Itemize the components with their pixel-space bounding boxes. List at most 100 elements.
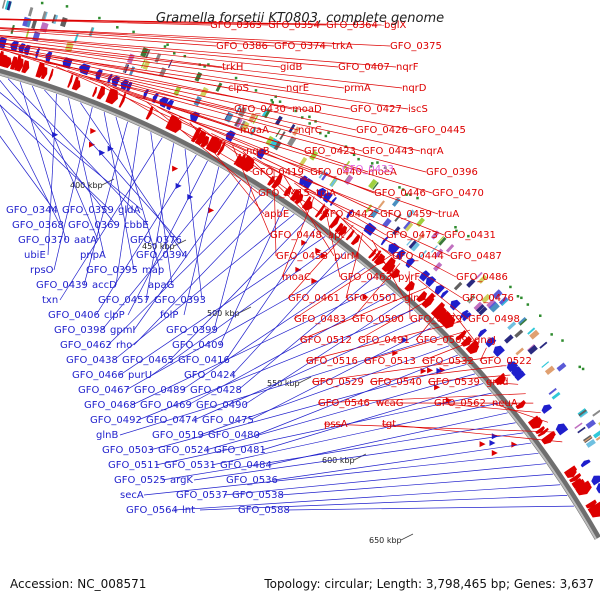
reverse-leader-line [53, 107, 93, 271]
reverse-gene-label: GFO_0393 [154, 295, 206, 306]
forward-gene-arrow [569, 473, 582, 483]
scale-ticks: 400 kbp 450 kbp 500 kbp 550 kbp 600 kbp 650 k… [70, 178, 414, 545]
feature-block [370, 208, 380, 219]
marker-dot [271, 101, 275, 104]
reverse-gene-arrow [380, 236, 389, 246]
marker-dot [116, 26, 119, 29]
forward-gene-label: GFO_0509 [416, 335, 468, 346]
feature-block [527, 344, 538, 355]
reverse-leader-line [115, 126, 140, 286]
feature-block [417, 233, 425, 242]
marker-dot [198, 63, 202, 66]
reverse-gene-label: GFO_0368 [12, 220, 64, 231]
reverse-gene-label: GFO_0536 [226, 475, 278, 486]
forward-leader-line [32, 58, 357, 131]
forward-gene-arrow [527, 415, 540, 426]
reverse-leader-line [211, 402, 500, 466]
feature-block [44, 11, 48, 21]
marker-dot [278, 100, 282, 103]
feature-block [235, 105, 242, 115]
reverse-gene-label: GFO_0474 [146, 415, 198, 426]
inner-feature-arrow [427, 367, 434, 374]
forward-leader-line [415, 304, 445, 341]
forward-gene-label: prmA [344, 83, 371, 94]
reverse-leader-line [47, 94, 57, 256]
reverse-leader-line [80, 102, 185, 256]
forward-gene-label: GFO_0461 [288, 293, 340, 304]
reverse-leader-line [273, 442, 532, 481]
reverse-leader-line [183, 167, 219, 316]
reverse-leader-line [150, 132, 173, 286]
feature-block [394, 213, 402, 222]
forward-leader-line [351, 263, 401, 320]
reverse-leader-line [113, 213, 295, 361]
forward-gene-label: nqrD [402, 83, 427, 94]
forward-leader-line [78, 74, 363, 152]
reverse-gene-label: GFO_0524 [158, 445, 210, 456]
forward-gene-label: GFO_0419 [252, 167, 304, 178]
feature-block [391, 197, 401, 207]
marker-dot [308, 115, 311, 119]
forward-gene-label: GFO_0448 [270, 230, 322, 241]
forward-gene-arrow [350, 234, 361, 246]
reverse-gene-label: rho [116, 340, 132, 351]
reverse-leader-line [181, 267, 366, 391]
reverse-leader-line [279, 473, 554, 496]
forward-gene-arrow [200, 135, 210, 148]
marker-dot [166, 43, 169, 46]
feature-block [406, 209, 415, 219]
forward-gene-label: GFO_0423 [304, 146, 356, 157]
reverse-gene-label: GFO_0359 [62, 205, 114, 216]
feature-block [193, 95, 202, 107]
reverse-gene-label: aatA [74, 235, 97, 246]
marker-dot [207, 63, 210, 66]
reverse-leader-line [169, 221, 305, 361]
forward-gene-label: GFO_0415 [258, 188, 310, 199]
reverse-gene-label: GFO_0466 [72, 370, 124, 381]
forward-gene-arrow [267, 175, 275, 186]
forward-leader-line [211, 133, 381, 215]
reverse-gene-label: secA [120, 490, 144, 501]
reverse-gene-arrow [425, 276, 437, 288]
feature-block [279, 131, 286, 140]
feature-block [478, 274, 488, 284]
marker-dot [454, 225, 457, 229]
inner-feature-arrow [362, 294, 369, 301]
forward-leader-line [200, 127, 323, 215]
marker-dot [270, 98, 273, 102]
forward-gene-arrow [416, 290, 428, 303]
inner-feature-arrow [301, 239, 308, 246]
forward-gene-label: moaC [282, 272, 311, 283]
backbone-arc [0, 68, 600, 540]
feature-block [478, 306, 488, 316]
marker-dot [520, 296, 523, 300]
feature-block [493, 290, 503, 300]
reverse-leader-line [285, 505, 574, 511]
reverse-leader-line [193, 432, 524, 481]
label-leader-lines [0, 18, 574, 511]
reverse-gene-label: GFO_0469 [140, 400, 192, 411]
forward-gene-arrow [371, 250, 382, 262]
feature-block [476, 304, 485, 313]
reverse-leader-line [68, 98, 105, 256]
feature-block [473, 301, 484, 311]
reverse-leader-line [155, 392, 492, 466]
feature-block [527, 327, 536, 335]
forward-gene-label: nqrB [246, 146, 270, 157]
reverse-leader-line [199, 495, 568, 511]
scale-label: 550 kbp [267, 379, 300, 388]
forward-gene-label: GFO_0512 [300, 335, 352, 346]
scale-label: 500 kbp [207, 309, 240, 318]
forward-leader-line [21, 55, 299, 131]
forward-gene-label: nqrE [286, 83, 309, 94]
reverse-leader-line [223, 463, 546, 496]
marker-dot [327, 131, 330, 134]
genome-summary-text: Topology: circular; Length: 3,798,465 bp… [263, 577, 594, 591]
forward-gene-label: GFO_0483 [294, 314, 346, 325]
reverse-gene-label: GFO_0511 [108, 460, 160, 471]
forward-leader-line [0, 42, 403, 89]
forward-leader-line [371, 239, 405, 299]
forward-leader-line [0, 43, 287, 89]
reverse-gene-arrow [392, 246, 400, 255]
forward-gene-arrow [91, 86, 98, 97]
